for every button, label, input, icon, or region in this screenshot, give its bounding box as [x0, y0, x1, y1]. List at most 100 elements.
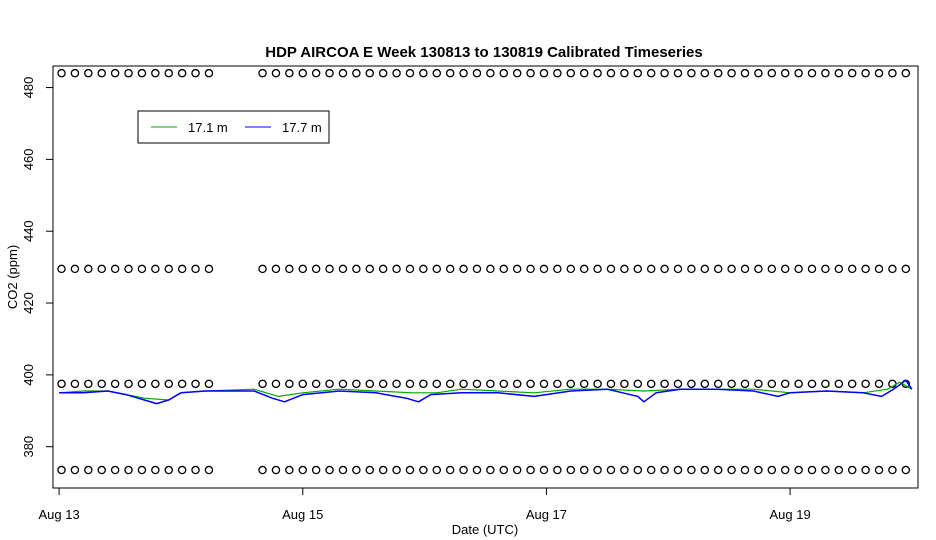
calibration-point: [97, 68, 106, 78]
x-tick-label: Aug 17: [526, 507, 567, 522]
calibration-point: [204, 465, 214, 475]
calibration-point: [70, 379, 80, 389]
calibration-point: [365, 379, 375, 389]
calibration-point: [646, 68, 656, 78]
calibration-point: [620, 68, 629, 78]
calibration-point: [740, 465, 750, 475]
y-axis: 380 400 420 440 460 480: [21, 77, 53, 458]
calibration-point: [405, 68, 415, 78]
calibration-point: [70, 68, 80, 78]
calibration-point: [660, 379, 669, 389]
calibration-point: [137, 264, 147, 274]
calibration-point: [285, 264, 294, 274]
calibration-point: [673, 379, 683, 389]
calibration-point: [566, 264, 576, 274]
calibration-point: [472, 264, 482, 274]
calibration-point: [593, 379, 602, 389]
calibration-point: [847, 68, 857, 78]
plot-frame: [52, 65, 919, 489]
calibration-point: [834, 465, 844, 475]
calibration-point: [191, 264, 200, 274]
calibration-point: [633, 264, 643, 274]
calibration-point: [97, 379, 106, 389]
calibration-point: [432, 379, 442, 389]
calibration-point: [110, 465, 120, 475]
calibration-point: [888, 264, 897, 274]
calibration-point: [767, 264, 777, 274]
calibration-point: [432, 68, 442, 78]
calibration-point: [767, 379, 777, 389]
calibration-point: [834, 68, 844, 78]
calibration-point: [700, 379, 710, 389]
series-lines: [59, 379, 913, 405]
calibration-point: [164, 68, 173, 78]
calibration-point: [687, 379, 696, 389]
calibration-point: [727, 379, 736, 389]
calibration-point: [794, 68, 803, 78]
calibration-point: [620, 379, 629, 389]
calibration-point: [405, 379, 415, 389]
calibration-point: [486, 379, 495, 389]
legend: 17.1 m 17.7 m: [137, 110, 330, 144]
calibration-point: [298, 264, 308, 274]
calibration-point: [392, 379, 401, 389]
calibration-point: [794, 264, 803, 274]
calibration-point: [97, 264, 106, 274]
calibration-point: [847, 379, 857, 389]
calibration-point: [137, 465, 147, 475]
calibration-point: [526, 379, 535, 389]
calibration-point: [847, 264, 857, 274]
calibration-point: [512, 379, 522, 389]
calibration-point: [566, 68, 576, 78]
calibration-point: [271, 379, 281, 389]
calibration-point: [579, 379, 589, 389]
calibration-point: [526, 465, 535, 475]
calibration-point: [57, 465, 66, 475]
calibration-point: [553, 379, 562, 389]
calibration-point: [673, 465, 683, 475]
calibration-point: [258, 379, 267, 389]
calibration-point: [258, 264, 267, 274]
calibration-point: [620, 465, 629, 475]
calibration-point: [338, 379, 348, 389]
calibration-point: [700, 68, 710, 78]
y-tick-label: 460: [21, 149, 36, 171]
calibration-point: [325, 379, 334, 389]
calibration-point: [311, 465, 321, 475]
calibration-point: [727, 68, 736, 78]
calibration-point: [660, 68, 669, 78]
calibration-point: [740, 68, 750, 78]
calibration-point: [57, 264, 66, 274]
calibration-point: [861, 379, 870, 389]
calibration-point: [472, 379, 482, 389]
calibration-point: [673, 264, 683, 274]
calibration-point: [754, 379, 763, 389]
calibration-point: [499, 264, 509, 274]
calibration-point: [338, 264, 348, 274]
calibration-point: [445, 465, 455, 475]
calibration-point: [780, 465, 790, 475]
calibration-point: [499, 68, 509, 78]
calibration-point: [258, 465, 267, 475]
calibration-point: [271, 264, 281, 274]
calibration-point: [459, 465, 468, 475]
calibration-point: [901, 264, 911, 274]
calibration-point: [874, 379, 884, 389]
calibration-point: [191, 68, 200, 78]
calibration-point: [124, 68, 133, 78]
x-axis-label: Date (UTC): [452, 522, 518, 537]
calibration-point: [352, 379, 361, 389]
calibration-point: [593, 465, 602, 475]
calibration-point: [365, 68, 375, 78]
calibration-point: [151, 68, 160, 78]
calibration-point: [606, 379, 616, 389]
calibration-point: [486, 264, 495, 274]
calibration-point: [57, 379, 66, 389]
calibration-point: [285, 379, 294, 389]
calibration-points: [57, 68, 911, 475]
calibration-point: [700, 264, 710, 274]
calibration-point: [151, 465, 160, 475]
calibration-point: [512, 465, 522, 475]
calibration-point: [432, 465, 442, 475]
calibration-point: [204, 68, 214, 78]
